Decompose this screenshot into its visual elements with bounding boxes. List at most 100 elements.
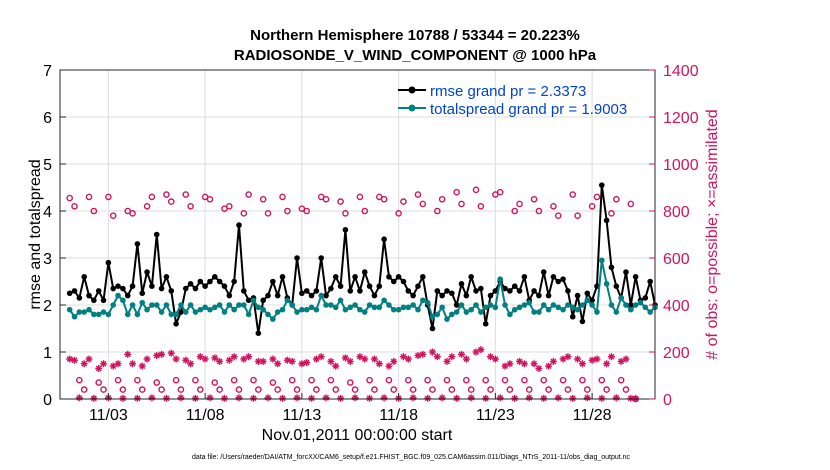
- rmse-point: [545, 292, 552, 299]
- possible-point: [453, 188, 460, 196]
- assimilated-point: [80, 360, 88, 368]
- totalspread-point: [540, 302, 547, 308]
- rmse-point: [192, 285, 199, 292]
- assimilated-point: [332, 362, 340, 370]
- rmse-point: [299, 290, 305, 297]
- rmse-point: [318, 255, 325, 261]
- totalspread-point: [260, 306, 266, 313]
- totalspread-point: [110, 302, 117, 308]
- rmse-point: [536, 292, 542, 299]
- rmse-point: [449, 290, 455, 297]
- totalspread-point: [332, 304, 339, 311]
- rmse-point: [236, 222, 242, 228]
- rmse-point: [482, 321, 489, 327]
- totalspread-point: [187, 302, 194, 308]
- assimilated-point: [138, 362, 146, 370]
- rmse-point: [579, 318, 586, 325]
- totalspread-point: [105, 311, 112, 318]
- totalspread-point: [565, 302, 571, 308]
- legend-rmse-label: rmse grand pr = 2.3373: [430, 83, 586, 100]
- y-tick-label-left: 4: [43, 204, 52, 221]
- possible-point: [100, 386, 107, 393]
- rmse-point: [274, 292, 281, 299]
- possible-point: [71, 202, 78, 210]
- rmse-point: [187, 281, 194, 287]
- possible-point: [530, 195, 538, 203]
- x-tick-label: 11/18: [379, 407, 418, 424]
- rmse-point: [405, 288, 412, 294]
- totalspread-point: [357, 306, 363, 313]
- x-tick-label: 11/03: [89, 407, 128, 424]
- assimilated-point: [506, 360, 514, 368]
- possible-point: [119, 386, 127, 393]
- totalspread-point: [420, 297, 426, 304]
- totalspread-point: [86, 306, 92, 313]
- possible-point: [293, 386, 301, 393]
- assimilated-point: [274, 360, 282, 368]
- assimilated-point: [90, 394, 98, 402]
- possible-point: [438, 195, 446, 203]
- totalspread-point: [371, 304, 378, 311]
- totalspread-point: [95, 311, 102, 318]
- possible-point: [66, 194, 73, 202]
- totalspread-point: [328, 302, 334, 308]
- assimilated-point: [424, 394, 432, 402]
- totalspread-point: [211, 304, 218, 311]
- possible-point: [545, 386, 552, 393]
- possible-point: [177, 386, 185, 393]
- rmse-point: [134, 241, 141, 247]
- assimilated-point: [196, 353, 204, 361]
- totalspread-point: [386, 302, 392, 308]
- y-tick-label-right: 1400: [663, 63, 699, 80]
- totalspread-point: [361, 309, 368, 315]
- assimilated-point: [259, 357, 267, 365]
- possible-point: [90, 207, 98, 215]
- rmse-point: [511, 283, 518, 290]
- assimilated-point: [564, 353, 572, 361]
- rmse-point: [531, 288, 537, 294]
- legend-spread-marker: [408, 104, 416, 112]
- totalspread-point: [642, 304, 649, 311]
- axis-ticks: 11/03 11/08 11/13 11/18 11/23 11/28 0 1 2 3 4 5 6 7 0 2…: [43, 63, 699, 424]
- chart-title: Northern Hemisphere 10788 / 53344 = 20.2…: [250, 27, 580, 44]
- rmse-point: [211, 274, 218, 280]
- assimilated-point: [419, 350, 427, 358]
- possible-point: [380, 195, 388, 203]
- totalspread-point: [100, 309, 107, 315]
- y-tick-label-right: 0: [663, 392, 672, 409]
- possible-point: [574, 212, 581, 219]
- possible-point: [434, 207, 441, 215]
- possible-point: [385, 376, 393, 384]
- possible-point: [443, 376, 451, 384]
- rmse-point: [105, 259, 112, 266]
- possible-point: [95, 379, 102, 386]
- rmse-point: [569, 313, 576, 320]
- possible-point: [521, 376, 528, 384]
- possible-point: [167, 198, 175, 205]
- possible-point: [404, 376, 412, 384]
- possible-point: [187, 202, 194, 210]
- possible-point: [351, 386, 359, 393]
- rmse-point: [313, 288, 320, 294]
- totalspread-point: [521, 302, 528, 308]
- assimilated-point: [288, 357, 296, 365]
- possible-point: [424, 376, 431, 384]
- possible-point: [371, 386, 378, 393]
- rmse-point: [487, 292, 494, 299]
- possible-point: [264, 210, 272, 217]
- totalspread-point: [526, 299, 533, 306]
- totalspread-point: [458, 302, 465, 308]
- rmse-point: [434, 288, 441, 294]
- totalspread-point: [120, 297, 126, 304]
- totalspread-point: [429, 313, 436, 320]
- totalspread-point: [163, 302, 170, 308]
- totalspread-point: [115, 292, 121, 299]
- assimilated-point: [385, 362, 393, 370]
- totalspread-point: [274, 309, 281, 315]
- rmse-point: [473, 288, 479, 294]
- assimilated-point: [167, 349, 175, 357]
- rmse-point: [623, 269, 629, 275]
- totalspread-point: [241, 302, 247, 308]
- assimilated-point: [220, 394, 228, 402]
- totalspread-point: [284, 297, 291, 304]
